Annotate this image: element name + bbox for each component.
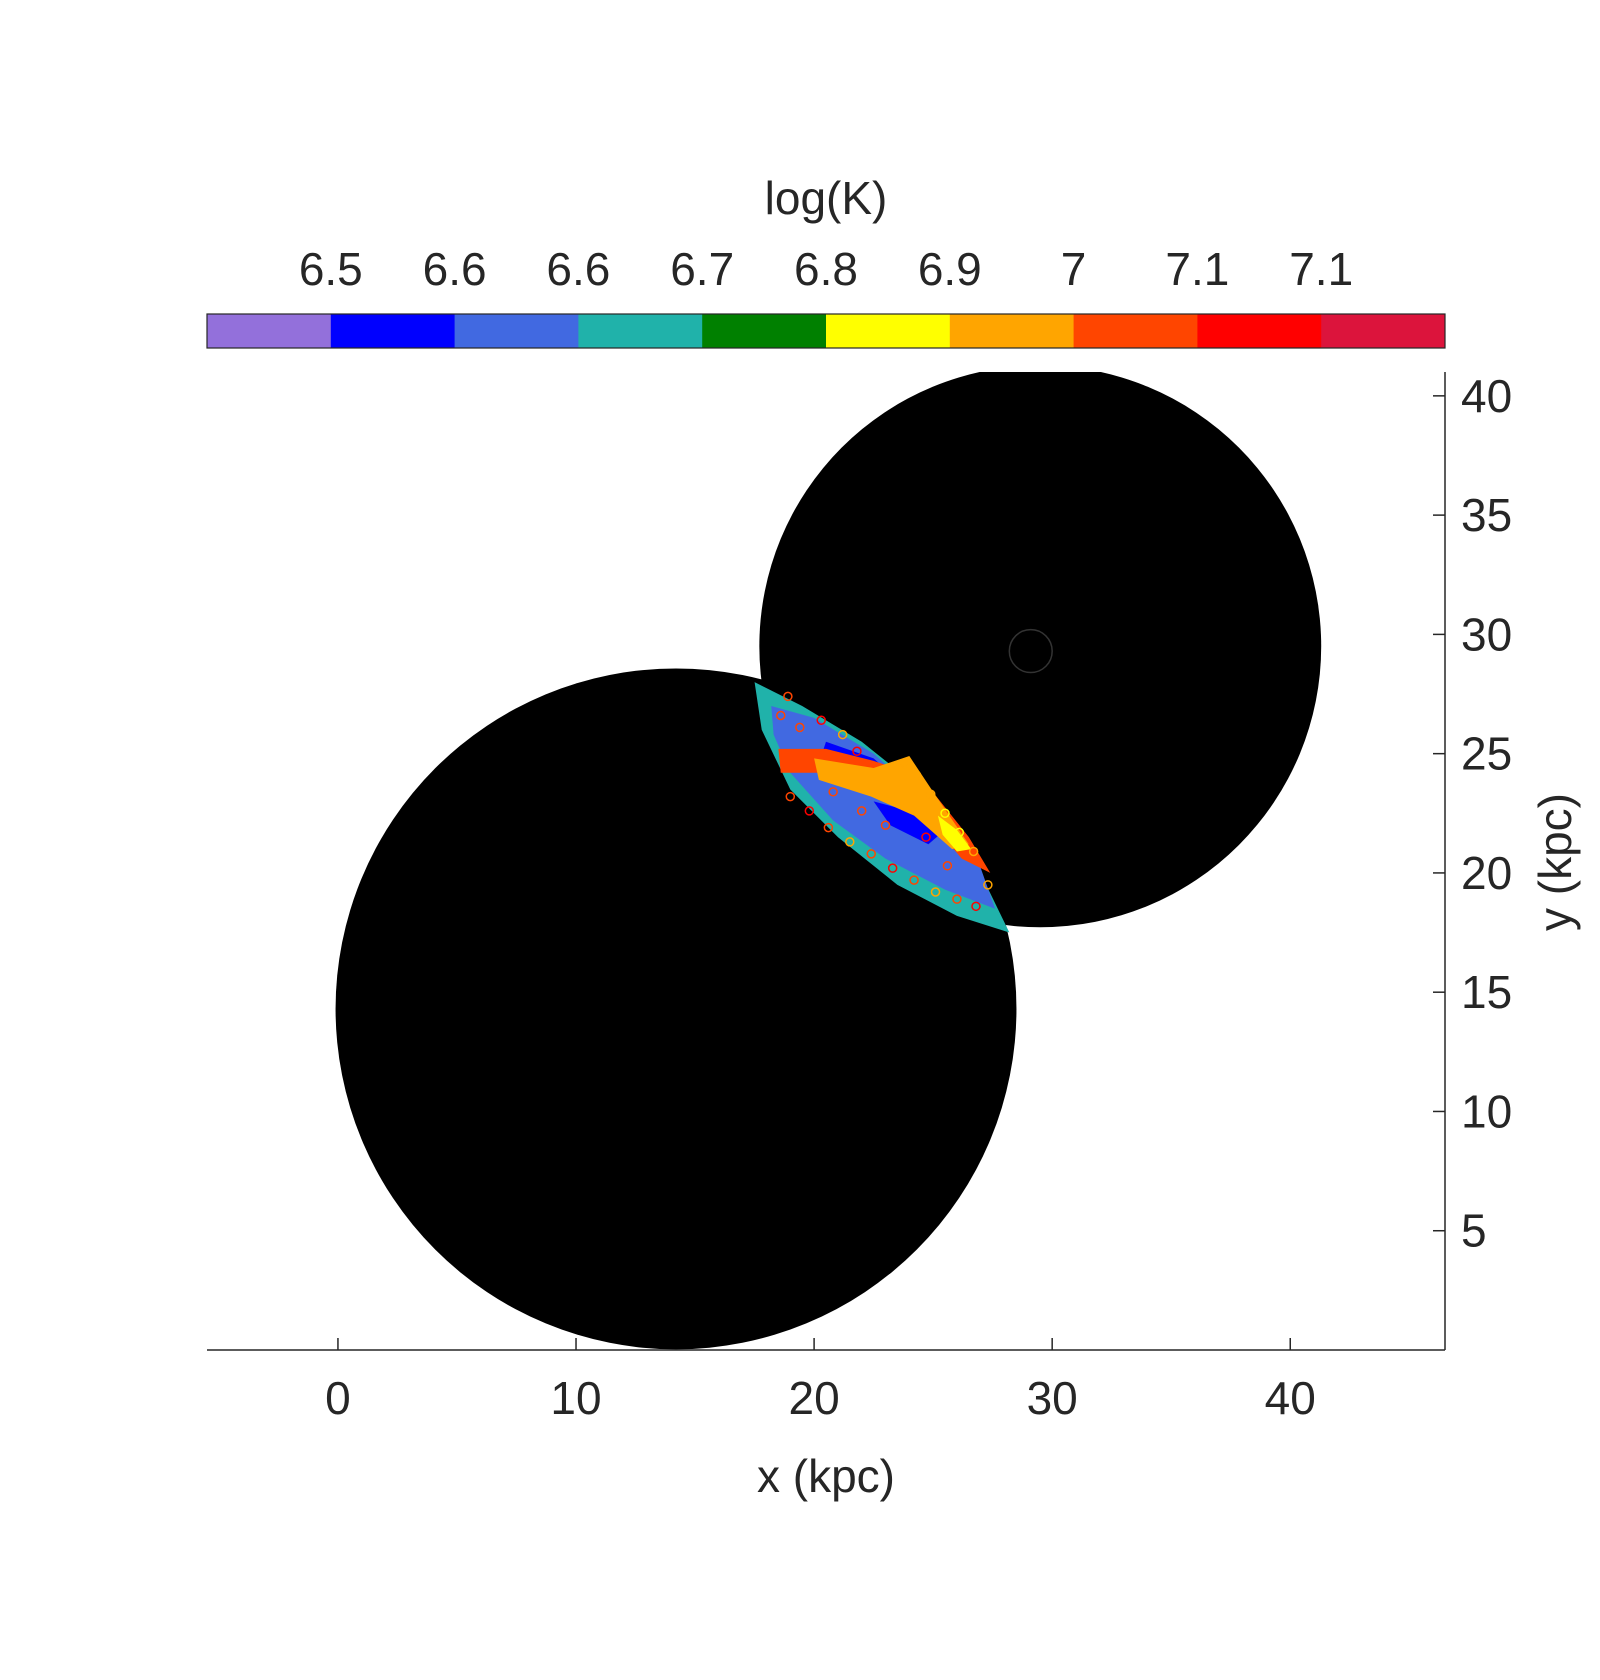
colorbar-tick-label: 6.8 xyxy=(794,243,858,295)
scatter-point xyxy=(968,846,979,857)
colorbar-swatch xyxy=(702,314,827,348)
colorbar-tick-label: 6.6 xyxy=(423,243,487,295)
scatter-point xyxy=(795,722,805,733)
x-axis-label: x (kpc) xyxy=(757,1450,895,1502)
colorbar-tick-label: 6.9 xyxy=(918,243,982,295)
y-tick-label: 40 xyxy=(1461,370,1512,422)
y-axis-label: y (kpc) xyxy=(1529,793,1581,931)
scatter-point xyxy=(940,808,950,819)
scatter-point xyxy=(816,715,826,726)
colorbar-swatches xyxy=(206,313,1446,349)
scatter-point xyxy=(887,863,898,873)
colorbar-tick-label: 7.1 xyxy=(1289,243,1353,295)
y-tick-label: 10 xyxy=(1461,1085,1512,1137)
colorbar-tick-label: 6.5 xyxy=(299,243,363,295)
scatter-point xyxy=(783,691,793,702)
overlap-band xyxy=(937,815,972,852)
colorbar-swatch xyxy=(1321,314,1446,348)
colorbar-tick-label: 7 xyxy=(1061,243,1087,295)
colorbar-title: log(K) xyxy=(765,172,888,224)
y-ticks: 5 10 15 20 25 30 35 40 xyxy=(1433,370,1512,1257)
scatter-point xyxy=(823,822,834,833)
colorbar-tick-label: 7.1 xyxy=(1165,243,1229,295)
scatter-point xyxy=(942,861,953,871)
plot-area xyxy=(335,372,1322,1350)
overlap-band xyxy=(814,756,969,850)
scatter-point xyxy=(866,849,876,859)
colorbar-swatch xyxy=(454,314,579,348)
colorbar: log(K) 6.5 6.6 6.6 6.7 6.8 6.9 7 7.1 7.1 xyxy=(206,172,1446,349)
x-tick-label: 20 xyxy=(789,1372,840,1424)
x-ticks: 0 10 20 30 40 xyxy=(325,1338,1316,1424)
y-tick-label: 25 xyxy=(1461,728,1512,780)
colorbar-swatch xyxy=(949,314,1075,348)
colorbar-swatch xyxy=(1197,314,1322,348)
scatter-point xyxy=(852,746,862,757)
x-tick-label: 30 xyxy=(1027,1372,1078,1424)
region-disc xyxy=(759,372,1322,928)
scatter-point xyxy=(921,832,931,842)
colorbar-swatch xyxy=(826,314,951,348)
regions xyxy=(335,372,1322,1350)
scatter-point xyxy=(983,880,993,890)
scatter-markers xyxy=(776,691,993,912)
colorbar-tick-label: 6.6 xyxy=(546,243,610,295)
y-tick-label: 5 xyxy=(1461,1205,1487,1257)
y-tick-label: 15 xyxy=(1461,966,1512,1018)
scatter-point xyxy=(856,806,867,816)
region-outline xyxy=(1008,628,1053,674)
scatter-point xyxy=(845,837,855,847)
scatter-point xyxy=(880,820,891,830)
colorbar-tick-labels: 6.5 6.6 6.6 6.7 6.8 6.9 7 7.1 7.1 xyxy=(299,243,1353,295)
scatter-point xyxy=(911,770,922,780)
colorbar-swatch xyxy=(330,314,456,348)
y-tick-label: 35 xyxy=(1461,489,1512,541)
scatter-point xyxy=(971,901,981,912)
x-tick-label: 40 xyxy=(1265,1372,1316,1424)
scatter-point xyxy=(899,758,910,768)
scatter-point xyxy=(954,827,965,838)
y-tick-label: 20 xyxy=(1461,847,1512,899)
scatter-point xyxy=(926,789,936,799)
scatter-point xyxy=(930,887,941,897)
scatter-point xyxy=(837,729,848,740)
scatter-point xyxy=(776,710,786,721)
colorbar-swatch xyxy=(578,314,703,348)
scatter-point xyxy=(804,806,815,816)
colorbar-tick-label: 6.7 xyxy=(670,243,734,295)
x-tick-label: 10 xyxy=(550,1372,601,1424)
x-tick-label: 0 xyxy=(325,1372,351,1424)
scatter-point xyxy=(952,894,962,904)
scatter-point xyxy=(909,875,919,885)
y-tick-label: 30 xyxy=(1461,608,1512,660)
colorbar-frame xyxy=(206,313,1446,349)
colorbar-swatch xyxy=(1073,314,1198,348)
axes: 0 10 20 30 40 5 10 15 20 25 30 35 40 x (kpc) y (kpc… xyxy=(207,370,1581,1502)
scatter-point xyxy=(828,787,838,797)
colorbar-swatch xyxy=(207,314,332,348)
scatter-point xyxy=(785,791,796,802)
